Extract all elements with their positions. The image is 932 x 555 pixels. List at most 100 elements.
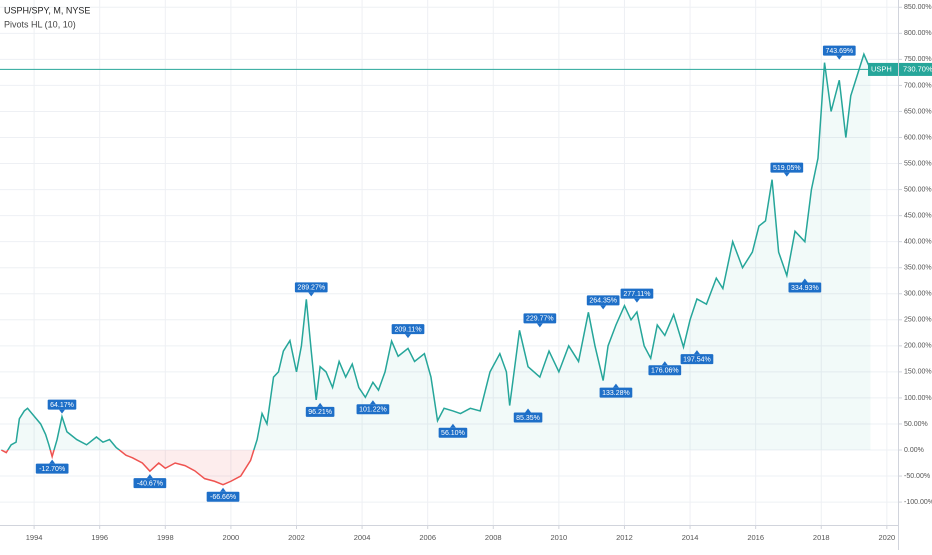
pivot-pointer — [449, 423, 456, 428]
x-tick-label: 2018 — [813, 533, 830, 542]
pivot-box — [47, 399, 77, 410]
pivot-pointer — [58, 409, 65, 414]
pivot-pointer — [49, 459, 56, 464]
pivot-box — [206, 491, 240, 502]
pivot-pointer — [220, 487, 227, 492]
pivot-box — [770, 162, 804, 173]
y-tick-label: 100.00% — [904, 395, 932, 402]
y-tick-label: 750.00% — [904, 56, 932, 63]
y-tick-label: 500.00% — [904, 186, 932, 193]
pivot-label: 96.21% — [308, 409, 332, 416]
pivot-box — [648, 365, 682, 376]
pivot-label: 289.27% — [297, 285, 325, 292]
pivot-pointer — [405, 334, 412, 339]
y-tick-label: 50.00% — [904, 421, 928, 428]
pivot-pointer — [801, 278, 808, 283]
pivot-label: 743.69% — [825, 48, 853, 55]
pivot-box — [391, 324, 425, 335]
pivot-box — [294, 282, 328, 293]
y-tick-label: 300.00% — [904, 291, 932, 298]
pivot-label: 56.10% — [441, 430, 465, 437]
pivot-label: 264.35% — [589, 298, 617, 305]
pivot-box — [35, 463, 69, 474]
pivot-pointer — [612, 383, 619, 388]
x-tick-label: 2012 — [616, 533, 633, 542]
indicator-name: Pivots HL (10, 10) — [4, 19, 76, 29]
pivot-box — [523, 313, 557, 324]
x-tick-label: 1998 — [157, 533, 174, 542]
y-tick-label: 450.00% — [904, 212, 932, 219]
y-tick-label: 700.00% — [904, 82, 932, 89]
y-tick-label: 150.00% — [904, 369, 932, 376]
pivot-box — [356, 404, 390, 415]
pivot-box — [133, 478, 167, 489]
pivot-pointer — [525, 408, 532, 413]
pivot-label: 209.11% — [394, 326, 421, 333]
pivot-label: -12.70% — [39, 466, 65, 473]
y-tick-label: 850.00% — [904, 4, 932, 11]
pivot-label: 133.28% — [602, 390, 630, 397]
x-tick-label: 1994 — [26, 533, 43, 542]
symbol-label: USPH — [871, 64, 892, 73]
x-tick-label: 1996 — [91, 533, 108, 542]
y-tick-label: 550.00% — [904, 160, 932, 167]
y-tick-label: 200.00% — [904, 343, 932, 350]
y-tick-label: 650.00% — [904, 108, 932, 115]
pivot-label: 277.11% — [623, 291, 650, 298]
x-tick-label: 2006 — [419, 533, 436, 542]
pivot-box — [680, 354, 714, 365]
pivot-box — [586, 295, 620, 306]
x-tick-label: 2000 — [223, 533, 240, 542]
pivot-box — [513, 412, 543, 423]
pivot-pointer — [146, 474, 153, 479]
last-price-label: 730.70% — [903, 64, 932, 73]
pivot-pointer — [600, 305, 607, 310]
pivot-box — [438, 427, 468, 438]
y-tick-label: 350.00% — [904, 265, 932, 272]
pivot-pointer — [536, 323, 543, 328]
pivot-pointer — [317, 402, 324, 407]
y-tick-label: -50.00% — [904, 473, 930, 480]
pivot-label: 85.35% — [516, 415, 540, 422]
x-tick-label: 2010 — [551, 533, 568, 542]
pivot-label: 197.54% — [683, 356, 711, 363]
pivot-pointer — [783, 172, 790, 177]
y-tick-label: 400.00% — [904, 239, 932, 246]
pivot-box — [620, 288, 654, 299]
y-tick-label: 600.00% — [904, 134, 932, 141]
line-above — [1, 52, 872, 450]
pivot-pointer — [693, 350, 700, 355]
y-tick-label: 250.00% — [904, 317, 932, 324]
y-tick-label: -100.00% — [904, 499, 932, 506]
pivot-pointer — [633, 298, 640, 303]
pivot-box — [788, 282, 822, 293]
pivot-label: 229.77% — [526, 316, 554, 323]
pivot-box — [822, 45, 856, 56]
pivot-pointer — [308, 292, 315, 297]
pivot-label: -66.66% — [210, 494, 236, 501]
area-above — [1, 54, 871, 450]
x-tick-label: 2004 — [354, 533, 371, 542]
pivot-pointer — [661, 361, 668, 366]
x-tick-label: 2016 — [747, 533, 764, 542]
pivot-label: 101.22% — [359, 407, 387, 414]
pivot-box — [305, 406, 335, 417]
pivot-pointer — [369, 400, 376, 405]
pivot-label: -40.67% — [137, 481, 163, 488]
x-tick-label: 2020 — [879, 533, 896, 542]
x-tick-label: 2002 — [288, 533, 305, 542]
x-tick-label: 2008 — [485, 533, 502, 542]
pivot-label: 334.93% — [791, 285, 819, 292]
y-tick-label: 800.00% — [904, 30, 932, 37]
pivot-box — [599, 387, 633, 398]
pivot-label: 519.05% — [773, 165, 801, 172]
area-below — [1, 450, 871, 485]
x-tick-label: 2014 — [682, 533, 699, 542]
pivot-label: 176.06% — [651, 368, 679, 375]
chart-title: USPH/SPY, M, NYSE — [4, 5, 90, 15]
pivot-label: 64.17% — [50, 402, 74, 409]
y-tick-label: 0.00% — [904, 447, 924, 454]
pivot-pointer — [836, 55, 843, 60]
last-price-tag — [868, 62, 932, 76]
